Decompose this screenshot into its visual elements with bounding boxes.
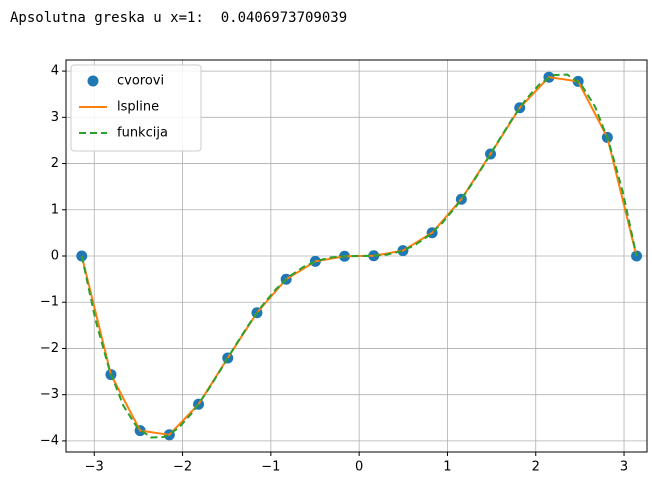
y-tick-label: 3 <box>51 110 59 125</box>
y-tick-label: −1 <box>40 295 59 310</box>
y-tick-label: −4 <box>40 433 59 448</box>
line <box>80 73 638 439</box>
x-tick-label: 1 <box>443 460 451 475</box>
legend-box <box>70 64 202 152</box>
point <box>76 250 88 262</box>
x-tick-label: −3 <box>85 460 104 475</box>
x-tick-label: 0 <box>355 460 363 475</box>
legend-marker <box>87 75 99 87</box>
y-tick-label: −2 <box>40 341 59 356</box>
legend-label: cvorovi <box>117 74 164 89</box>
output-text: Apsolutna greska u x=1: 0.0406973709039 <box>10 10 348 26</box>
legend-label: lspline <box>117 100 159 115</box>
y-tick-label: −3 <box>40 387 59 402</box>
x-tick-label: −2 <box>173 460 192 475</box>
y-tick-label: 4 <box>51 64 59 79</box>
plot-frame <box>65 59 648 453</box>
y-tick-label: 0 <box>51 249 59 264</box>
x-tick-label: 2 <box>532 460 540 475</box>
x-tick-label: 3 <box>620 460 628 475</box>
x-tick-label: −1 <box>261 460 280 475</box>
y-tick-label: 2 <box>51 156 59 171</box>
y-tick-label: 1 <box>51 202 59 217</box>
legend-label: funkcija <box>117 126 168 141</box>
